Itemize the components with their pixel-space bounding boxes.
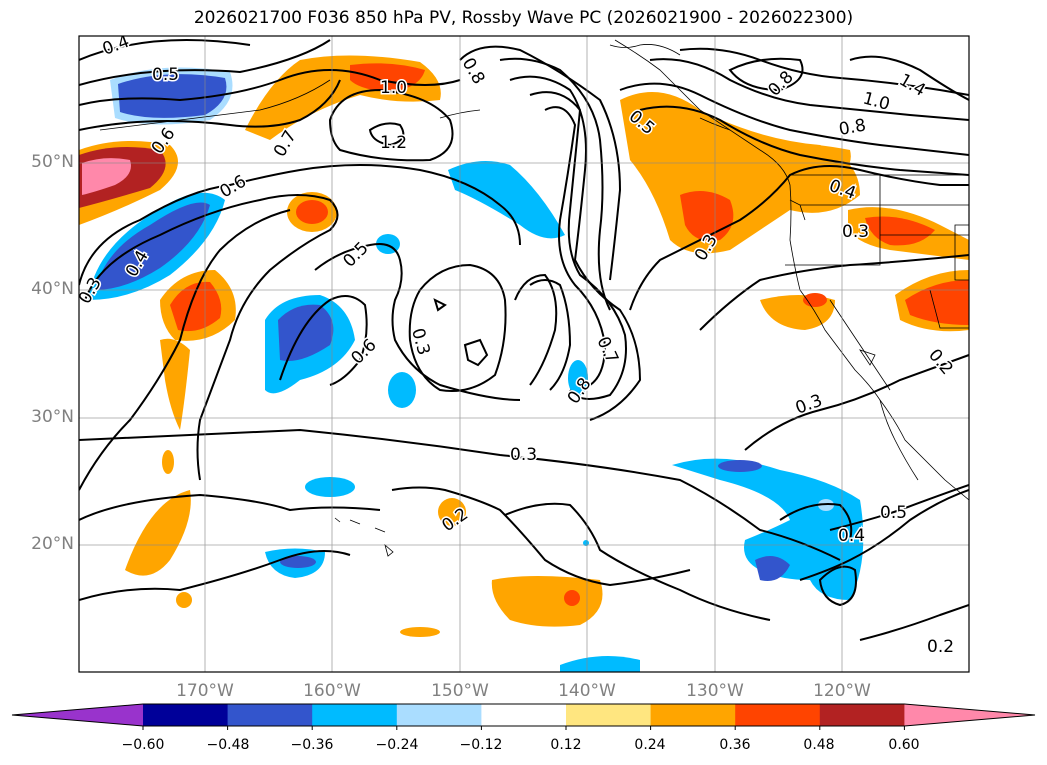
borders (785, 174, 969, 391)
pv-contours (79, 39, 969, 641)
svg-text:0.3: 0.3 (842, 222, 869, 242)
lon-label-150w: 150°W (431, 681, 489, 701)
colorbar-segment (227, 704, 313, 726)
colorbar-tick: 0.36 (719, 737, 751, 753)
colorbar-segment (396, 704, 482, 726)
colorbar-segment (566, 704, 652, 726)
svg-text:0.5: 0.5 (880, 503, 907, 523)
svg-text:0.2: 0.2 (927, 637, 954, 657)
svg-text:0.5: 0.5 (339, 238, 372, 271)
map-frame (78, 35, 970, 673)
lat-label-20n: 20°N (31, 534, 74, 554)
lat-label-30n: 30°N (31, 407, 74, 427)
colorbar-tick: 0.60 (888, 737, 920, 753)
lon-label-120w: 120°W (813, 681, 871, 701)
colorbar-tick: 0.12 (550, 737, 582, 753)
svg-text:0.3: 0.3 (407, 326, 433, 357)
colorbar (11, 703, 1036, 730)
svg-text:0.5: 0.5 (152, 65, 179, 85)
lon-label-140w: 140°W (558, 681, 616, 701)
colorbar-tick: 0.24 (634, 737, 666, 753)
colorbar-extend-low (12, 704, 143, 726)
colorbar-segment (481, 704, 567, 726)
svg-text:0.3: 0.3 (793, 391, 825, 419)
svg-text:0.8: 0.8 (458, 55, 489, 88)
colorbar-tick: −0.60 (121, 737, 165, 753)
colorbar-tick: −0.24 (375, 737, 419, 753)
lon-label-160w: 160°W (303, 681, 361, 701)
colorbar-tick: −0.12 (459, 737, 503, 753)
pv-shading (79, 55, 969, 672)
svg-text:0.7: 0.7 (592, 334, 622, 367)
svg-text:0.4: 0.4 (838, 526, 865, 546)
svg-text:1.4: 1.4 (896, 70, 929, 101)
svg-text:0.8: 0.8 (837, 116, 867, 140)
svg-text:0.2: 0.2 (924, 345, 957, 379)
colorbar-segment (312, 704, 398, 726)
colorbar-segment (819, 704, 905, 726)
map-title: 2026021700 F036 850 hPa PV, Rossby Wave … (193, 8, 854, 28)
coastlines (99, 39, 969, 557)
lon-label-170w: 170°W (176, 681, 234, 701)
svg-text:1.0: 1.0 (380, 78, 407, 98)
lat-label-50n: 50°N (31, 152, 74, 172)
svg-text:1.2: 1.2 (380, 133, 407, 153)
lon-label-130w: 130°W (686, 681, 744, 701)
colorbar-tick: −0.48 (206, 737, 250, 753)
colorbar-segment (650, 704, 736, 726)
lat-label-40n: 40°N (31, 279, 74, 299)
colorbar-tick: −0.36 (290, 737, 334, 753)
colorbar-segment (735, 704, 821, 726)
colorbar-segment (143, 704, 229, 726)
colorbar-extend-high (904, 704, 1035, 726)
colorbar-tick: 0.48 (803, 737, 835, 753)
gridlines (79, 36, 969, 672)
svg-text:0.3: 0.3 (510, 445, 537, 465)
